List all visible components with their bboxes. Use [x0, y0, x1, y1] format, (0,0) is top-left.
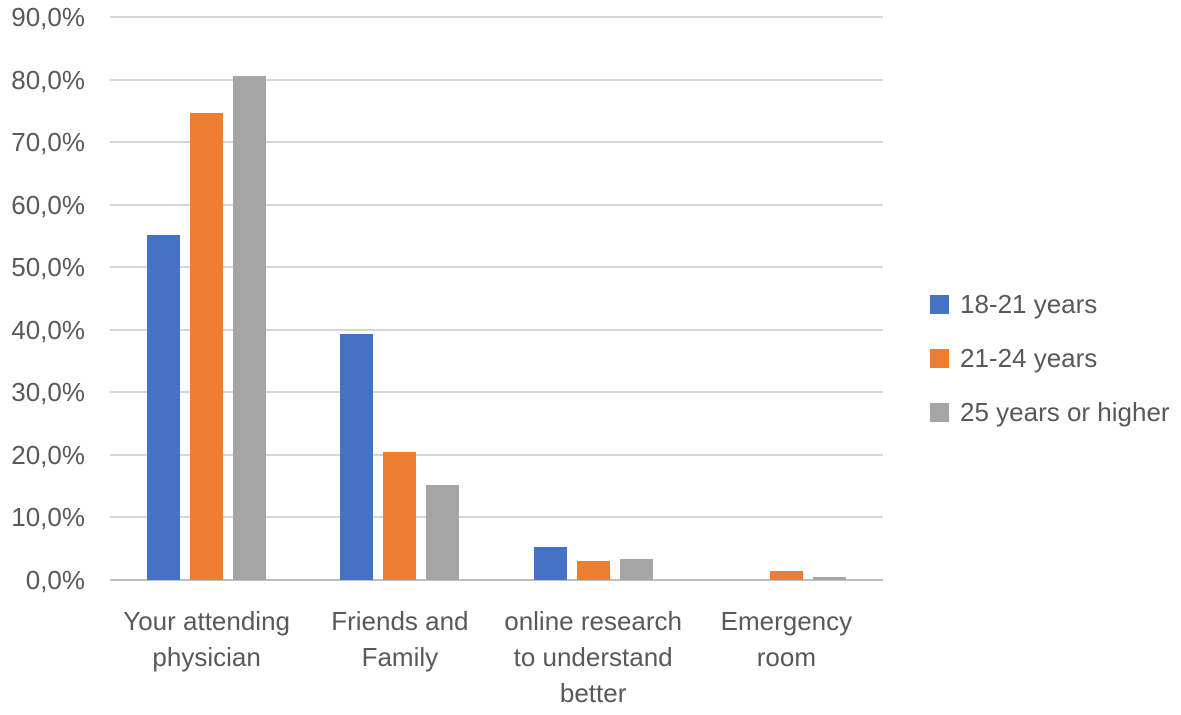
gridline	[110, 78, 883, 81]
legend: 18-21 years 21-24 years 25 years or higher	[930, 288, 1170, 453]
y-axis-tick-label: 30,0%	[11, 377, 85, 408]
bar-21-24-years-cat3	[576, 560, 610, 580]
x-axis-category-label-line: Friends and	[331, 606, 469, 636]
legend-item: 25 years or higher	[930, 396, 1170, 427]
legend-item: 18-21 years	[930, 288, 1170, 319]
gridline	[110, 141, 883, 144]
gridline	[110, 16, 883, 18]
y-axis-tick-label: 20,0%	[11, 439, 85, 470]
gridline	[110, 453, 883, 456]
x-axis-category-label-line: Family	[361, 642, 439, 672]
legend-item-label: 18-21 years	[960, 288, 1098, 319]
x-axis-category-label: Emergency room	[690, 603, 883, 675]
y-axis-tick-label: 10,0%	[11, 502, 85, 533]
x-axis-category-label: online research to understand better	[497, 603, 690, 711]
y-axis-tick-label: 50,0%	[11, 252, 85, 283]
bar-21-24-years-cat4	[769, 570, 803, 580]
x-axis-category-label-line: Your attending	[123, 606, 290, 636]
x-axis-category-label-line: physician	[152, 642, 261, 672]
bar-21-24-years-cat2	[383, 451, 417, 580]
y-axis-tick-label: 60,0%	[11, 189, 85, 220]
gridline	[110, 391, 883, 394]
legend-item-label: 21-24 years	[960, 342, 1098, 373]
x-axis-category-label-line: online research	[504, 606, 683, 636]
bar-18-21-years-cat3	[533, 547, 567, 580]
x-axis-category-label: Friends and Family	[303, 603, 496, 675]
legend-color-swatch	[930, 348, 949, 368]
plot-area	[110, 16, 883, 581]
x-axis-category-label-line: room	[756, 642, 816, 672]
x-axis-category-label-line: better	[559, 678, 627, 708]
bar-21-24-years-cat1	[190, 113, 224, 580]
y-axis-tick-label: 90,0%	[11, 2, 85, 32]
x-axis-category-label: Your attending physician	[110, 603, 303, 675]
y-axis-tick-label: 80,0%	[11, 64, 85, 95]
x-axis-category-label-line: Emergency	[720, 606, 853, 636]
x-axis-line	[110, 579, 883, 581]
gridline	[110, 516, 883, 519]
bar-25-years-or-higher-cat3	[619, 559, 653, 580]
bar-25-years-or-higher-cat4	[812, 576, 846, 580]
gridline	[110, 266, 883, 269]
y-axis-tick-label: 40,0%	[11, 314, 85, 345]
legend-item: 21-24 years	[930, 342, 1170, 373]
legend-color-swatch	[930, 402, 949, 422]
bar-25-years-or-higher-cat1	[233, 76, 267, 580]
gridline	[110, 328, 883, 331]
x-axis-category-label-line: to understand	[513, 642, 673, 672]
bar-25-years-or-higher-cat2	[426, 484, 460, 580]
gridline	[110, 203, 883, 206]
legend-color-swatch	[930, 294, 949, 314]
legend-item-label: 25 years or higher	[960, 396, 1170, 427]
y-axis-tick-label: 0,0%	[25, 565, 85, 595]
bar-18-21-years-cat1	[147, 234, 181, 580]
y-axis-tick-label: 70,0%	[11, 127, 85, 158]
bar-18-21-years-cat2	[340, 334, 374, 580]
